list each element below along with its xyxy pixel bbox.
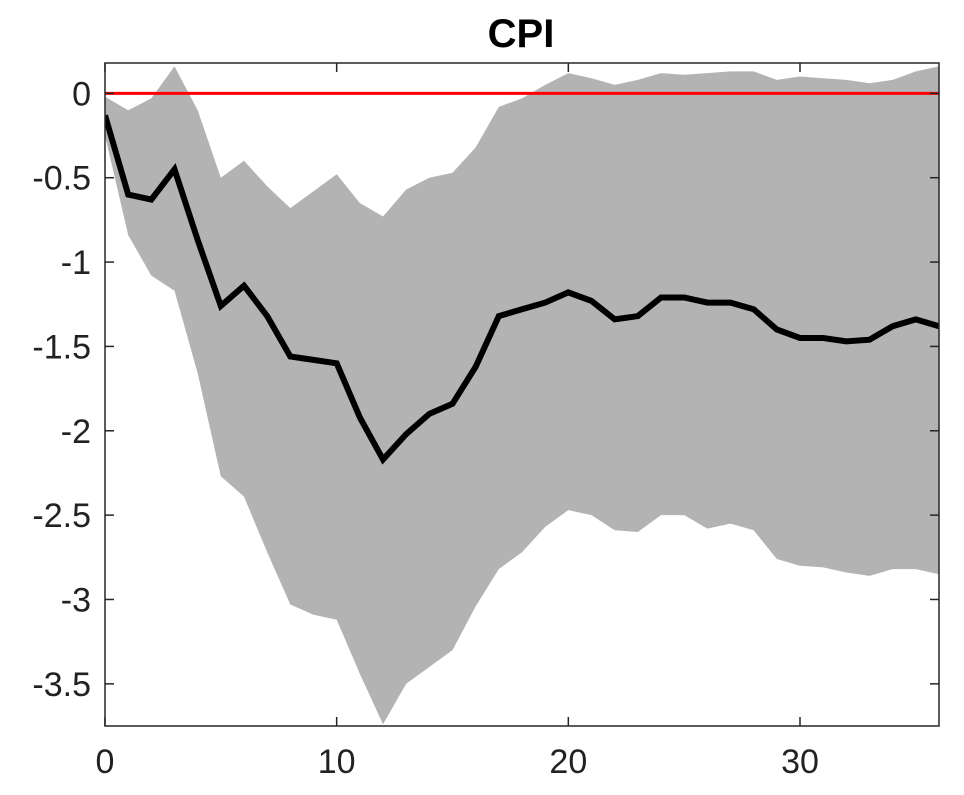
plot-area [105,66,939,725]
plot-frame [104,62,940,727]
y-tick-label: -2 [61,413,91,451]
y-tick-label: -0.5 [32,160,91,198]
y-tick-label: -3 [61,581,91,619]
x-tick-label: 10 [318,743,356,781]
x-tick-label: 0 [96,743,115,781]
confidence-band [105,66,939,725]
y-tick-label: -1 [61,244,91,282]
y-tick-label: -1.5 [32,328,91,366]
chart-title: CPI [488,12,555,56]
x-tick-label: 30 [781,743,819,781]
y-tick-label: 0 [72,75,91,113]
y-tick-label: -3.5 [32,666,91,704]
y-tick-label: -2.5 [32,497,91,535]
median-response-line [105,114,939,465]
axes: 0 10 20 30 0 -0.5 -1 -1.5 -2 -2.5 -3 -3.5 [32,62,940,781]
x-tick-label: 20 [549,743,587,781]
